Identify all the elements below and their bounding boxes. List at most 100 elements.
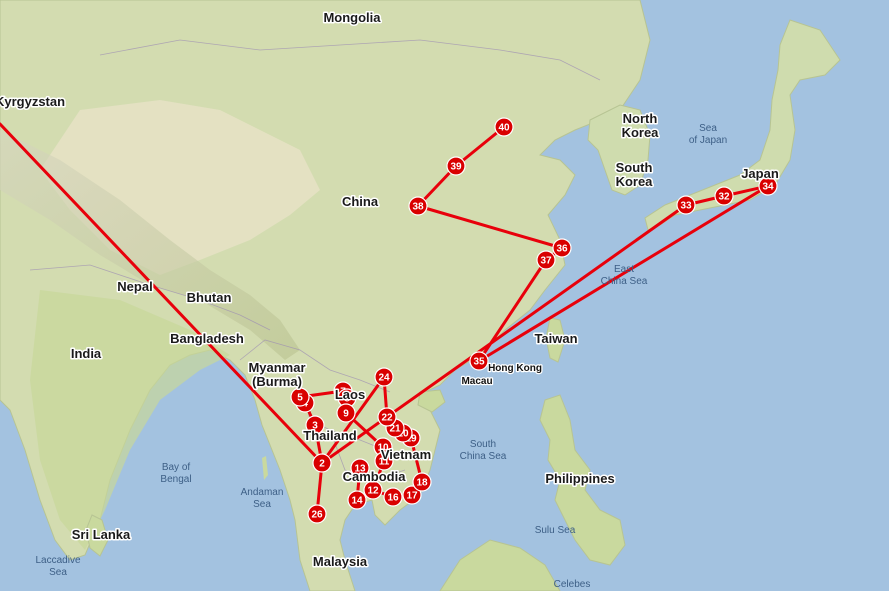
marker-number: 37: [540, 256, 552, 267]
route-marker-40[interactable]: 40: [494, 117, 514, 137]
marker-number: 21: [389, 424, 401, 435]
route-marker-36[interactable]: 36: [552, 238, 572, 258]
sri-lanka: [85, 514, 109, 557]
marker-pin[interactable]: [402, 485, 422, 505]
marker-number: 32: [718, 192, 730, 203]
country-label-malaysia: Malaysia: [313, 554, 368, 569]
route-marker-5[interactable]: 5: [290, 387, 310, 407]
country-label-taiwan: Taiwan: [534, 331, 577, 346]
marker-pin[interactable]: [363, 480, 383, 500]
country-label-sri-lanka: Sri Lanka: [72, 527, 131, 542]
marker-pin[interactable]: [536, 250, 556, 270]
sea-label-laccadive-sea: Laccadive Sea: [35, 555, 80, 578]
marker-number: 18: [416, 478, 428, 489]
marker-pin[interactable]: [290, 387, 310, 407]
sea-label-celebes: Celebes: [554, 579, 591, 590]
route-marker-14[interactable]: 14: [347, 490, 367, 510]
philippines: [539, 394, 626, 566]
route-marker-34[interactable]: 34: [758, 176, 778, 196]
marker-pin[interactable]: [307, 504, 327, 524]
marker-number: 12: [367, 486, 379, 497]
route-marker-22[interactable]: 22: [377, 407, 397, 427]
korea-peninsula: [587, 104, 651, 196]
route-marker-11[interactable]: 11: [374, 451, 394, 471]
route-marker-9[interactable]: 9: [336, 403, 356, 423]
route-marker-2[interactable]: 2: [312, 453, 332, 473]
marker-pin[interactable]: [469, 351, 489, 371]
sea-label-bay-of-bengal: Bay of Bengal: [160, 462, 191, 485]
country-label-laos: Laos: [335, 387, 365, 402]
country-label-myanmar-burma: Myanmar (Burma): [248, 360, 305, 389]
andaman-islands: [262, 456, 268, 480]
route-marker-24[interactable]: 24: [374, 367, 394, 387]
country-label-bangladesh: Bangladesh: [170, 331, 244, 346]
marker-number: 10: [377, 443, 389, 454]
marker-pin[interactable]: [374, 367, 394, 387]
marker-pin[interactable]: [377, 407, 397, 427]
marker-pin[interactable]: [446, 156, 466, 176]
mountain-band: [0, 130, 300, 360]
marker-number: 40: [498, 123, 510, 134]
route-marker-26[interactable]: 26: [307, 504, 327, 524]
route-marker-38[interactable]: 38: [408, 196, 428, 216]
route-marker-17[interactable]: 17: [402, 485, 422, 505]
route-marker-37[interactable]: 37: [536, 250, 556, 270]
marker-number: 2: [319, 459, 325, 470]
marker-pin[interactable]: [374, 451, 394, 471]
country-label-japan: Japan: [741, 166, 779, 181]
route-marker-33[interactable]: 33: [676, 195, 696, 215]
marker-pin[interactable]: [552, 238, 572, 258]
route-marker-16[interactable]: 16: [383, 487, 403, 507]
marker-number: 20: [397, 429, 409, 440]
route-marker-13[interactable]: 13: [350, 458, 370, 478]
marker-number: 26: [311, 510, 323, 521]
marker-pin[interactable]: [305, 415, 325, 435]
marker-pin[interactable]: [408, 196, 428, 216]
marker-number: 16: [387, 493, 399, 504]
route-marker-32[interactable]: 32: [714, 186, 734, 206]
markers[interactable]: 2345789101112131416171819202122242632333…: [290, 117, 778, 524]
country-label-mongolia: Mongolia: [323, 10, 381, 25]
marker-number: 9: [343, 409, 349, 420]
marker-pin[interactable]: [676, 195, 696, 215]
marker-pin[interactable]: [347, 490, 367, 510]
marker-pin[interactable]: [312, 453, 332, 473]
country-label-china: China: [342, 194, 379, 209]
country-label-india: India: [71, 346, 102, 361]
country-label-vietnam: Vietnam: [381, 447, 431, 462]
marker-number: 13: [354, 464, 366, 475]
marker-number: 11: [379, 457, 390, 468]
marker-number: 36: [556, 244, 568, 255]
hainan: [417, 389, 446, 413]
city-label-hong-kong: Hong Kong: [488, 363, 542, 374]
marker-pin[interactable]: [714, 186, 734, 206]
marker-pin[interactable]: [336, 403, 356, 423]
route-marker-12[interactable]: 12: [363, 480, 383, 500]
country-label-north-korea: North Korea: [622, 111, 660, 140]
marker-number: 33: [680, 201, 692, 212]
marker-pin[interactable]: [383, 487, 403, 507]
marker-pin[interactable]: [350, 458, 370, 478]
route-marker-18[interactable]: 18: [412, 472, 432, 492]
route-marker-35[interactable]: 35: [469, 351, 489, 371]
marker-number: 5: [297, 393, 303, 404]
route-marker-39[interactable]: 39: [446, 156, 466, 176]
india-plains: [30, 290, 230, 550]
route-marker-3[interactable]: 3: [305, 415, 325, 435]
sea-label-sulu-sea: Sulu Sea: [535, 525, 576, 536]
marker-pin[interactable]: [494, 117, 514, 137]
country-label-kyrgyzstan: Kyrgyzstan: [0, 94, 65, 109]
taiwan: [545, 317, 566, 363]
marker-pin[interactable]: [412, 472, 432, 492]
borneo: [439, 539, 561, 591]
sea-label-andaman-sea: Andaman Sea: [241, 487, 284, 510]
country-label-thailand: Thailand: [303, 428, 357, 443]
marker-number: 3: [312, 421, 318, 432]
country-label-philippines: Philippines: [545, 471, 614, 486]
marker-pin[interactable]: [758, 176, 778, 196]
sea-label-south-china-sea: South China Sea: [460, 439, 507, 462]
marker-number: 19: [405, 434, 417, 445]
marker-number: 34: [762, 182, 774, 193]
